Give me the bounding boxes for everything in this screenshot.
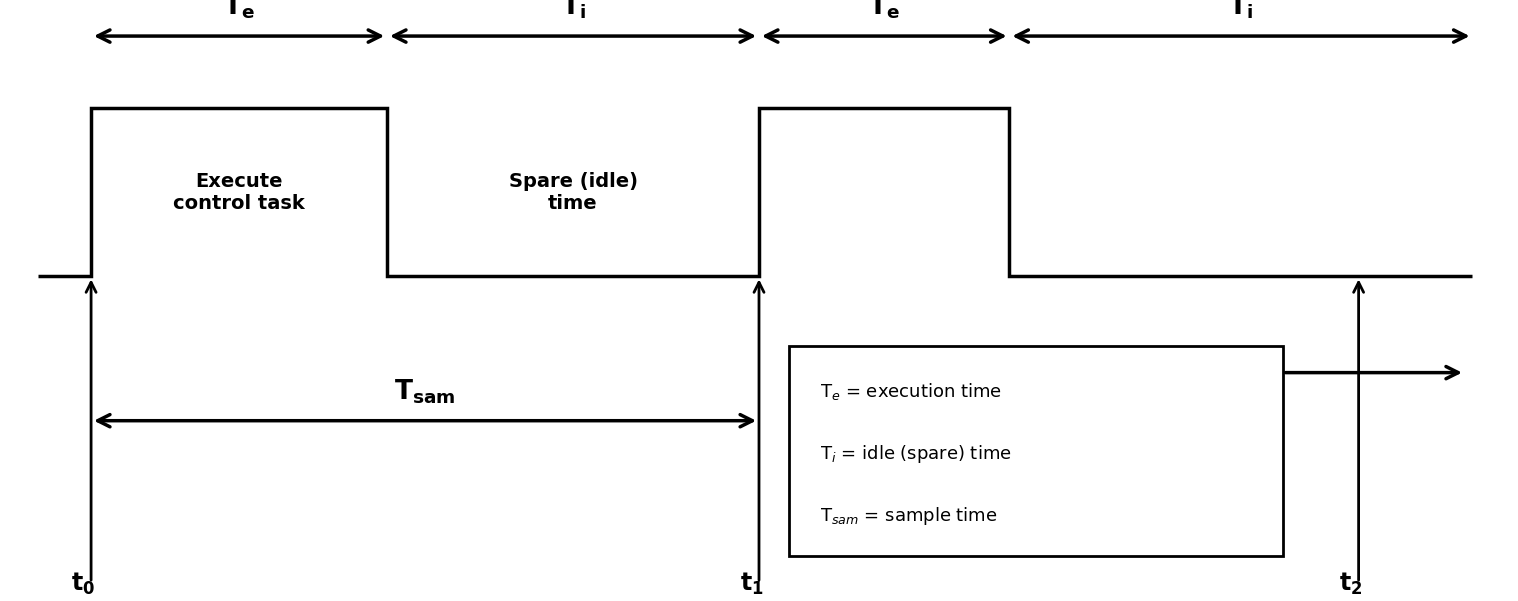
Text: T$_e$ = execution time: T$_e$ = execution time [820, 382, 1002, 403]
Text: $\mathbf{T_e}$: $\mathbf{T_e}$ [223, 0, 255, 21]
Text: Spare (idle)
time: Spare (idle) time [509, 172, 638, 213]
Text: $\mathbf{Time}$: $\mathbf{Time}$ [1205, 362, 1268, 383]
Text: $\mathbf{t_2}$: $\mathbf{t_2}$ [1339, 571, 1363, 597]
Text: $\mathbf{t_0}$: $\mathbf{t_0}$ [71, 571, 96, 597]
Text: T$_i$ = idle (spare) time: T$_i$ = idle (spare) time [820, 443, 1011, 465]
FancyBboxPatch shape [789, 346, 1283, 556]
Text: $\mathbf{T_{sam}}$: $\mathbf{T_{sam}}$ [395, 377, 455, 406]
Text: Execute
control task: Execute control task [173, 172, 305, 213]
Text: $\mathbf{T_i}$: $\mathbf{T_i}$ [1228, 0, 1254, 21]
Text: $\mathbf{T_e}$: $\mathbf{T_e}$ [868, 0, 900, 21]
Text: T$_{sam}$ = sample time: T$_{sam}$ = sample time [820, 505, 997, 526]
Text: $\mathbf{T_i}$: $\mathbf{T_i}$ [560, 0, 586, 21]
Text: $\mathbf{t_1}$: $\mathbf{t_1}$ [739, 571, 764, 597]
